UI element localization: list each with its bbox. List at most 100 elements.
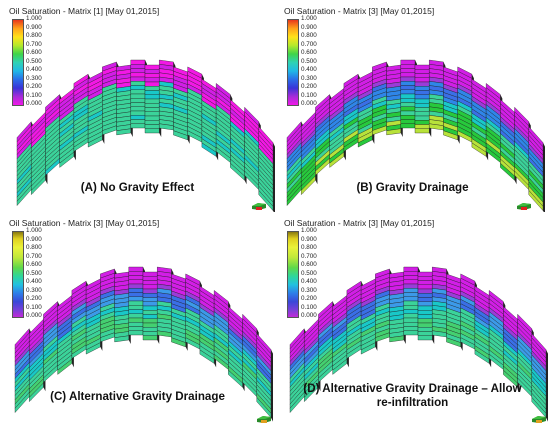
- grid-cell: [403, 296, 419, 302]
- grid-cell: [403, 305, 419, 310]
- grid-cell: [417, 327, 433, 332]
- scale-tick: 0.200: [26, 83, 42, 90]
- scale-tick: 1.000: [26, 15, 42, 22]
- grid-cell: [128, 279, 144, 285]
- grid-cell: [400, 106, 416, 112]
- caption: (D) Alternative Gravity Drainage – Allow…: [275, 382, 550, 410]
- grid-cell: [128, 300, 144, 306]
- grid-cell: [144, 103, 160, 108]
- grid-cell: [128, 322, 144, 327]
- grid-cell: [400, 102, 416, 107]
- caption-line: (B) Gravity Drainage: [356, 181, 469, 194]
- scale-tick: 0.200: [301, 83, 317, 90]
- color-scale-bar: [287, 231, 299, 318]
- color-scale-ticks: 1.000 0.900 0.800 0.700 0.600 0.500 0.40…: [26, 15, 66, 110]
- grid-cell: [417, 293, 433, 298]
- reservoir-grid-model: [289, 266, 548, 422]
- grid-cell: [417, 318, 433, 324]
- axes-icon: [515, 198, 533, 210]
- grid-cell: [400, 98, 416, 103]
- grid-cell: [142, 335, 158, 341]
- panel-b: Oil Saturation - Matrix [3] [May 01,2015…: [275, 0, 550, 212]
- scale-tick: 0.400: [26, 278, 42, 285]
- grid-cell: [144, 107, 160, 112]
- grid-cell: [414, 128, 430, 134]
- grid-cell: [142, 288, 158, 294]
- grid-cell: [144, 73, 160, 78]
- scale-tick: 0.300: [301, 286, 317, 294]
- scale-tick: 0.200: [26, 295, 42, 302]
- grid-cell: [414, 107, 430, 112]
- scale-tick: 1.000: [301, 15, 317, 22]
- grid-cell: [128, 275, 144, 280]
- grid-cell: [414, 103, 430, 108]
- grid-cell: [142, 280, 158, 285]
- grid-cell: [414, 124, 430, 129]
- grid-cell: [417, 297, 433, 302]
- fault-face: [273, 142, 275, 212]
- grid-cell: [130, 98, 146, 103]
- grid-cell: [142, 322, 158, 328]
- caption-line: (D) Alternative Gravity Drainage – Allow: [303, 382, 522, 395]
- scale-tick: 0.400: [26, 66, 42, 73]
- scale-tick: 0.900: [301, 235, 317, 243]
- grid-cell: [414, 69, 430, 74]
- grid-cell: [500, 162, 515, 181]
- scale-tick: 0.700: [26, 252, 42, 260]
- caption-line: (C) Alternative Gravity Drainage: [50, 390, 225, 403]
- grid-cell: [144, 86, 160, 91]
- grid-cell: [417, 335, 433, 341]
- grid-cell: [417, 331, 433, 336]
- reservoir-grid-model: [14, 266, 273, 422]
- grid-cell: [403, 279, 419, 285]
- panel-d: Oil Saturation - Matrix [3] [May 01,2015…: [275, 212, 550, 424]
- axes-icon: [255, 411, 273, 423]
- grid-cell: [417, 301, 433, 307]
- grid-cell: [128, 305, 144, 310]
- grid-cell: [414, 64, 430, 70]
- grid-cell: [400, 85, 416, 90]
- grid-cell: [144, 111, 160, 117]
- scale-tick: 0.400: [301, 278, 317, 285]
- grid-blocks: [289, 266, 548, 422]
- color-scale-ticks: 1.000 0.900 0.800 0.700 0.600 0.500 0.40…: [301, 15, 341, 110]
- grid-cell: [403, 271, 419, 276]
- scale-tick: 0.800: [26, 32, 42, 39]
- scale-tick: 0.700: [26, 40, 42, 48]
- grid-cell: [414, 115, 430, 121]
- scale-tick: 0.700: [301, 40, 317, 48]
- grid-cell: [403, 322, 419, 327]
- scale-tick: 0.000: [26, 100, 42, 107]
- caption: (C) Alternative Gravity Drainage: [0, 390, 275, 404]
- scale-tick: 0.900: [26, 235, 42, 243]
- grid-cell: [474, 349, 490, 364]
- grid-cell: [417, 305, 433, 311]
- grid-cell: [400, 123, 416, 129]
- grid-cell: [414, 81, 430, 87]
- grid-cell: [414, 120, 430, 125]
- scale-tick: 0.800: [301, 32, 317, 39]
- scale-tick: 0.600: [301, 49, 317, 56]
- panel-title: Oil Saturation - Matrix [3] [May 01,2015…: [284, 218, 435, 228]
- grid-cell: [144, 128, 160, 134]
- grid-cell: [130, 119, 146, 124]
- grid-cell: [130, 76, 146, 82]
- scale-tick: 0.600: [26, 49, 42, 56]
- grid-cell: [417, 276, 433, 281]
- scale-tick: 0.000: [301, 100, 317, 107]
- grid-cell: [403, 288, 419, 293]
- grid-cell: [403, 266, 419, 272]
- grid-cell: [142, 331, 158, 336]
- grid-cell: [130, 123, 146, 129]
- grid-cell: [417, 284, 433, 290]
- grid-cell: [142, 305, 158, 311]
- grid-cell: [403, 292, 419, 297]
- caption-line: re-infiltration: [376, 396, 449, 409]
- grid-cell: [85, 342, 101, 355]
- panel-c: Oil Saturation - Matrix [3] [May 01,2015…: [0, 212, 275, 424]
- grid-cell: [130, 59, 146, 65]
- grid-cell: [417, 314, 433, 319]
- grid-cell: [128, 330, 144, 336]
- grid-cell: [400, 93, 416, 99]
- grid-cell: [130, 81, 146, 86]
